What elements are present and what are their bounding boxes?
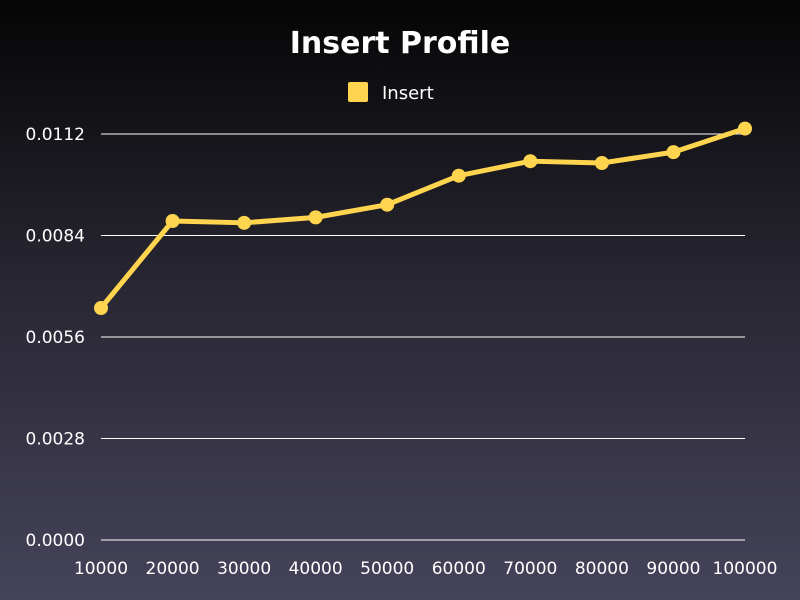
- x-tick-label: 90000: [646, 559, 700, 579]
- x-tick-label: 60000: [432, 559, 486, 579]
- chart-title: Insert Profile: [290, 26, 511, 61]
- series-line-insert: [98, 126, 748, 311]
- y-tick-label: 0.0112: [26, 125, 85, 145]
- x-tick-label: 20000: [146, 559, 200, 579]
- y-tick-label: 0.0000: [26, 531, 85, 551]
- x-tick-label: 100000: [713, 559, 778, 579]
- y-tick-label: 0.0084: [26, 227, 85, 247]
- data-point[interactable]: [165, 214, 180, 228]
- x-tick-label: 70000: [503, 559, 557, 579]
- legend-swatch: [348, 82, 368, 102]
- data-point[interactable]: [738, 121, 752, 136]
- legend[interactable]: Insert: [348, 82, 434, 104]
- series-insert: [94, 121, 752, 315]
- y-tick-label: 0.0028: [26, 430, 85, 450]
- data-point[interactable]: [666, 145, 681, 160]
- x-axis-ticks: 10000 20000 30000 40000 50000 60000 70000 80000…: [74, 559, 778, 579]
- legend-label-insert: Insert: [382, 83, 434, 104]
- data-point[interactable]: [594, 156, 609, 170]
- x-tick-label: 50000: [360, 559, 414, 579]
- y-tick-label: 0.0056: [26, 328, 85, 348]
- data-point[interactable]: [380, 197, 395, 212]
- data-point[interactable]: [523, 154, 538, 169]
- x-tick-label: 40000: [289, 559, 343, 579]
- data-point[interactable]: [451, 168, 466, 183]
- data-point[interactable]: [308, 210, 323, 225]
- x-tick-label: 80000: [575, 559, 629, 579]
- x-tick-label: 30000: [217, 559, 271, 579]
- grid-lines: [101, 133, 745, 541]
- x-tick-label: 10000: [74, 559, 128, 579]
- data-point[interactable]: [94, 301, 108, 315]
- y-axis-ticks: 0.0000 0.0028 0.0056 0.0084 0.0112: [26, 125, 85, 551]
- data-point[interactable]: [237, 215, 252, 230]
